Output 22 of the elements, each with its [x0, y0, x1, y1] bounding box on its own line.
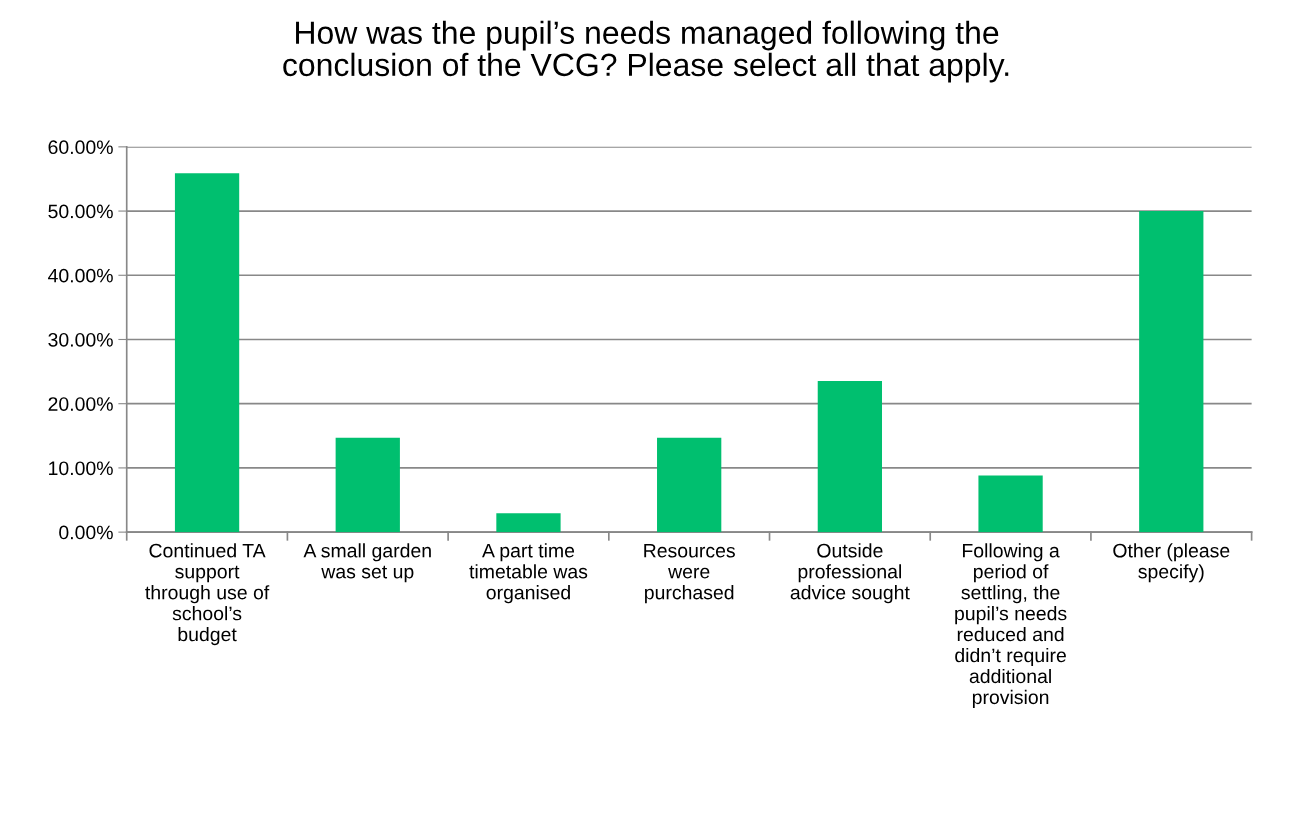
y-tick-label: 10.00%: [49, 461, 113, 476]
y-tick-label: 30.00%: [48, 332, 113, 347]
x-tick-label: Outside professional advice sought: [790, 543, 910, 604]
x-tick-label: Resources were purchased: [644, 543, 735, 604]
x-tick-label: A part time timetable was organised: [469, 543, 588, 604]
bar: [657, 437, 722, 533]
y-tick-label: 60.00%: [48, 140, 113, 155]
x-tick-label: Following a period of settling, the pupil’s needs reduced and didn’t require additional provision: [955, 543, 1067, 708]
bar: [335, 437, 400, 533]
bar: [496, 513, 561, 533]
y-tick-label: 20.00%: [48, 397, 113, 411]
x-tick-label: A small garden was set up: [303, 543, 431, 583]
chart-title: How was the pupil’s needs managed following the conclusion of the VCG? Please select all that apply.: [283, 20, 1009, 83]
bar: [1139, 211, 1204, 533]
x-tick-label: Continued TA support through use of school’s budget: [145, 543, 270, 646]
y-tick-label: 0.00%: [59, 525, 113, 540]
bar: [978, 475, 1043, 533]
bar: [817, 381, 883, 533]
x-tick-label: Other (please specify): [1113, 543, 1230, 583]
y-tick-label: 40.00%: [48, 268, 113, 283]
y-tick-label: 50.00%: [48, 204, 113, 219]
bar: [174, 173, 240, 533]
